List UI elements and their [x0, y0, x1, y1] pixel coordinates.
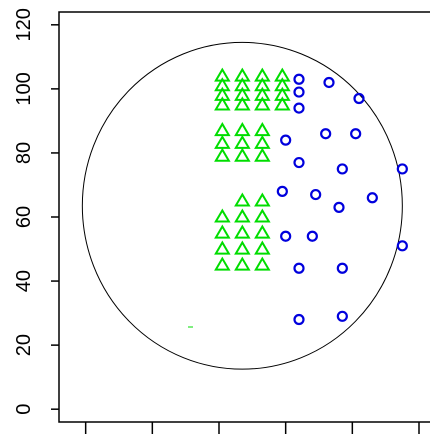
triangle-point: [214, 224, 231, 239]
circle-point: [293, 102, 305, 114]
triangle-point: [234, 256, 251, 271]
triangle-point: [254, 208, 271, 223]
circle-point: [396, 163, 408, 175]
triangle-point: [274, 96, 291, 111]
circle-point: [280, 230, 292, 242]
triangle-point: [214, 122, 231, 137]
y-tick-label: 80: [13, 142, 35, 164]
boundary-circle-group: [81, 41, 403, 370]
data-points: [214, 67, 408, 326]
circle-point: [396, 240, 408, 252]
circle-point: [350, 128, 362, 140]
circle-point: [306, 230, 318, 242]
circle-point: [323, 76, 335, 89]
triangle-point: [234, 208, 251, 223]
triangle-point: [214, 96, 231, 111]
triangle-point: [234, 224, 251, 239]
y-axis: 0 20 40 60 80 100 120: [13, 8, 59, 415]
y-tick-label: 40: [13, 270, 35, 292]
triangle-point: [214, 208, 231, 223]
x-axis: [84, 422, 420, 434]
y-tick-label: 20: [13, 334, 35, 356]
triangle-point: [254, 224, 271, 239]
circle-point: [333, 201, 345, 213]
circle-point: [366, 192, 378, 204]
circle-point: [293, 73, 305, 85]
circle-point: [293, 313, 305, 326]
y-tick-label: 0: [13, 404, 35, 415]
circle-point: [336, 163, 348, 175]
circle-point: [320, 128, 332, 140]
circle-point: [293, 156, 305, 169]
y-tick-label: 120: [13, 8, 35, 41]
circle-point: [310, 188, 322, 201]
y-tick-label: 60: [13, 206, 35, 228]
circle-point: [353, 92, 365, 105]
triangle-point: [234, 96, 251, 111]
triangle-point: [234, 147, 251, 162]
circle-point: [280, 134, 292, 146]
triangle-point: [254, 122, 271, 137]
triangle-point: [214, 134, 231, 149]
circle-point: [336, 262, 348, 274]
circle-point: [293, 86, 305, 98]
triangle-point: [254, 134, 271, 149]
y-tick-label: 100: [13, 72, 35, 105]
triangle-point: [214, 147, 231, 162]
circle-point: [293, 262, 305, 274]
triangle-point: [254, 147, 271, 162]
circle-point: [336, 310, 348, 322]
triangle-point: [234, 192, 251, 207]
triangle-point: [234, 134, 251, 149]
triangle-point: [214, 240, 231, 255]
triangle-point: [234, 122, 251, 137]
triangle-point: [254, 240, 271, 255]
boundary-circle: [81, 41, 403, 370]
triangle-point: [214, 256, 231, 271]
triangle-point: [254, 192, 271, 207]
triangle-point: [254, 256, 271, 271]
triangle-point: [234, 240, 251, 255]
triangle-point: [254, 96, 271, 111]
circle-point: [276, 185, 288, 197]
